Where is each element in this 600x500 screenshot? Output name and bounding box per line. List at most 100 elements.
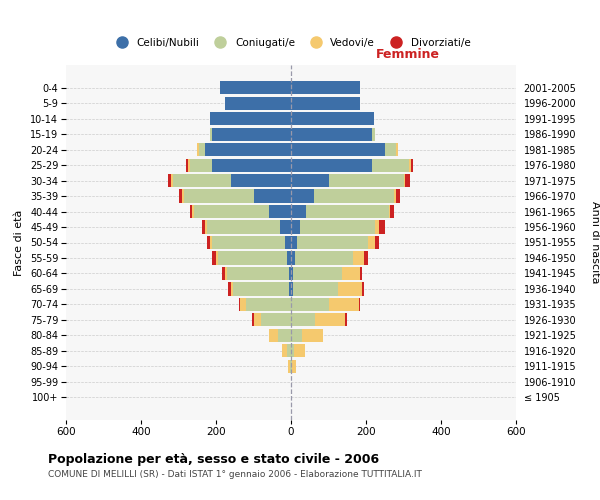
Bar bbox=[292, 360, 296, 373]
Bar bbox=[220, 81, 291, 94]
Bar bbox=[291, 128, 371, 140]
Bar bbox=[290, 360, 291, 373]
Bar bbox=[227, 267, 289, 280]
Bar bbox=[291, 298, 329, 311]
Bar bbox=[291, 174, 329, 187]
Bar bbox=[291, 344, 294, 358]
Bar bbox=[306, 205, 389, 218]
Bar bbox=[291, 96, 361, 110]
Bar bbox=[359, 298, 361, 311]
Bar bbox=[404, 174, 406, 187]
Bar bbox=[202, 220, 205, 234]
Bar bbox=[205, 143, 291, 156]
Bar bbox=[396, 190, 400, 202]
Bar bbox=[411, 158, 413, 172]
Bar bbox=[261, 314, 291, 326]
Bar bbox=[376, 236, 379, 249]
Bar bbox=[289, 360, 290, 373]
Bar bbox=[338, 282, 362, 296]
Bar bbox=[316, 314, 346, 326]
Bar bbox=[291, 205, 306, 218]
Bar bbox=[226, 267, 227, 280]
Legend: Celibi/Nubili, Coniugati/e, Vedovi/e, Divorziati/e: Celibi/Nubili, Coniugati/e, Vedovi/e, Di… bbox=[109, 34, 473, 51]
Bar bbox=[353, 252, 364, 264]
Bar bbox=[291, 143, 385, 156]
Bar bbox=[291, 360, 292, 373]
Bar bbox=[278, 329, 291, 342]
Bar bbox=[251, 314, 254, 326]
Bar bbox=[228, 282, 231, 296]
Bar bbox=[205, 220, 206, 234]
Bar bbox=[212, 252, 216, 264]
Bar bbox=[239, 298, 241, 311]
Bar bbox=[291, 236, 296, 249]
Bar bbox=[199, 143, 205, 156]
Bar bbox=[302, 329, 323, 342]
Bar bbox=[193, 205, 269, 218]
Bar bbox=[184, 190, 254, 202]
Bar bbox=[376, 220, 379, 234]
Bar bbox=[286, 236, 291, 249]
Bar bbox=[212, 236, 286, 249]
Y-axis label: Fasce di età: Fasce di età bbox=[14, 210, 25, 276]
Bar bbox=[293, 267, 341, 280]
Bar bbox=[385, 143, 396, 156]
Bar bbox=[241, 298, 246, 311]
Bar bbox=[226, 96, 291, 110]
Bar bbox=[179, 190, 182, 202]
Bar bbox=[280, 220, 291, 234]
Bar bbox=[296, 236, 368, 249]
Bar bbox=[389, 205, 391, 218]
Bar bbox=[329, 298, 359, 311]
Text: Femmine: Femmine bbox=[376, 48, 440, 62]
Bar bbox=[206, 220, 280, 234]
Bar bbox=[293, 282, 338, 296]
Bar bbox=[190, 158, 212, 172]
Bar bbox=[346, 314, 347, 326]
Bar bbox=[182, 190, 184, 202]
Bar bbox=[379, 220, 385, 234]
Bar bbox=[218, 252, 287, 264]
Bar bbox=[289, 267, 291, 280]
Bar bbox=[295, 252, 353, 264]
Y-axis label: Anni di nascita: Anni di nascita bbox=[590, 201, 600, 284]
Bar bbox=[211, 112, 291, 126]
Bar bbox=[173, 174, 231, 187]
Bar bbox=[291, 220, 301, 234]
Bar bbox=[341, 267, 361, 280]
Bar bbox=[246, 298, 291, 311]
Bar bbox=[291, 190, 314, 202]
Bar bbox=[394, 190, 396, 202]
Text: COMUNE DI MELILLI (SR) - Dati ISTAT 1° gennaio 2006 - Elaborazione TUTTITALIA.IT: COMUNE DI MELILLI (SR) - Dati ISTAT 1° g… bbox=[48, 470, 422, 479]
Bar bbox=[254, 314, 261, 326]
Bar bbox=[364, 252, 368, 264]
Bar bbox=[191, 205, 193, 218]
Bar bbox=[231, 282, 233, 296]
Bar bbox=[371, 128, 376, 140]
Bar bbox=[208, 236, 211, 249]
Bar bbox=[171, 174, 173, 187]
Text: Popolazione per età, sesso e stato civile - 2006: Popolazione per età, sesso e stato civil… bbox=[48, 452, 379, 466]
Bar bbox=[314, 190, 394, 202]
Bar bbox=[291, 158, 371, 172]
Bar bbox=[291, 81, 361, 94]
Bar bbox=[291, 329, 302, 342]
Bar bbox=[289, 282, 291, 296]
Bar bbox=[254, 190, 291, 202]
Bar bbox=[190, 205, 191, 218]
Bar bbox=[212, 158, 291, 172]
Bar bbox=[391, 205, 394, 218]
Bar bbox=[188, 158, 190, 172]
Bar bbox=[329, 174, 404, 187]
Bar bbox=[216, 252, 218, 264]
Bar bbox=[223, 267, 226, 280]
Bar bbox=[396, 143, 398, 156]
Bar bbox=[294, 344, 305, 358]
Bar bbox=[361, 267, 362, 280]
Bar bbox=[197, 143, 199, 156]
Bar bbox=[287, 252, 291, 264]
Bar bbox=[211, 128, 212, 140]
Bar bbox=[291, 112, 373, 126]
Bar bbox=[269, 205, 291, 218]
Bar bbox=[301, 220, 376, 234]
